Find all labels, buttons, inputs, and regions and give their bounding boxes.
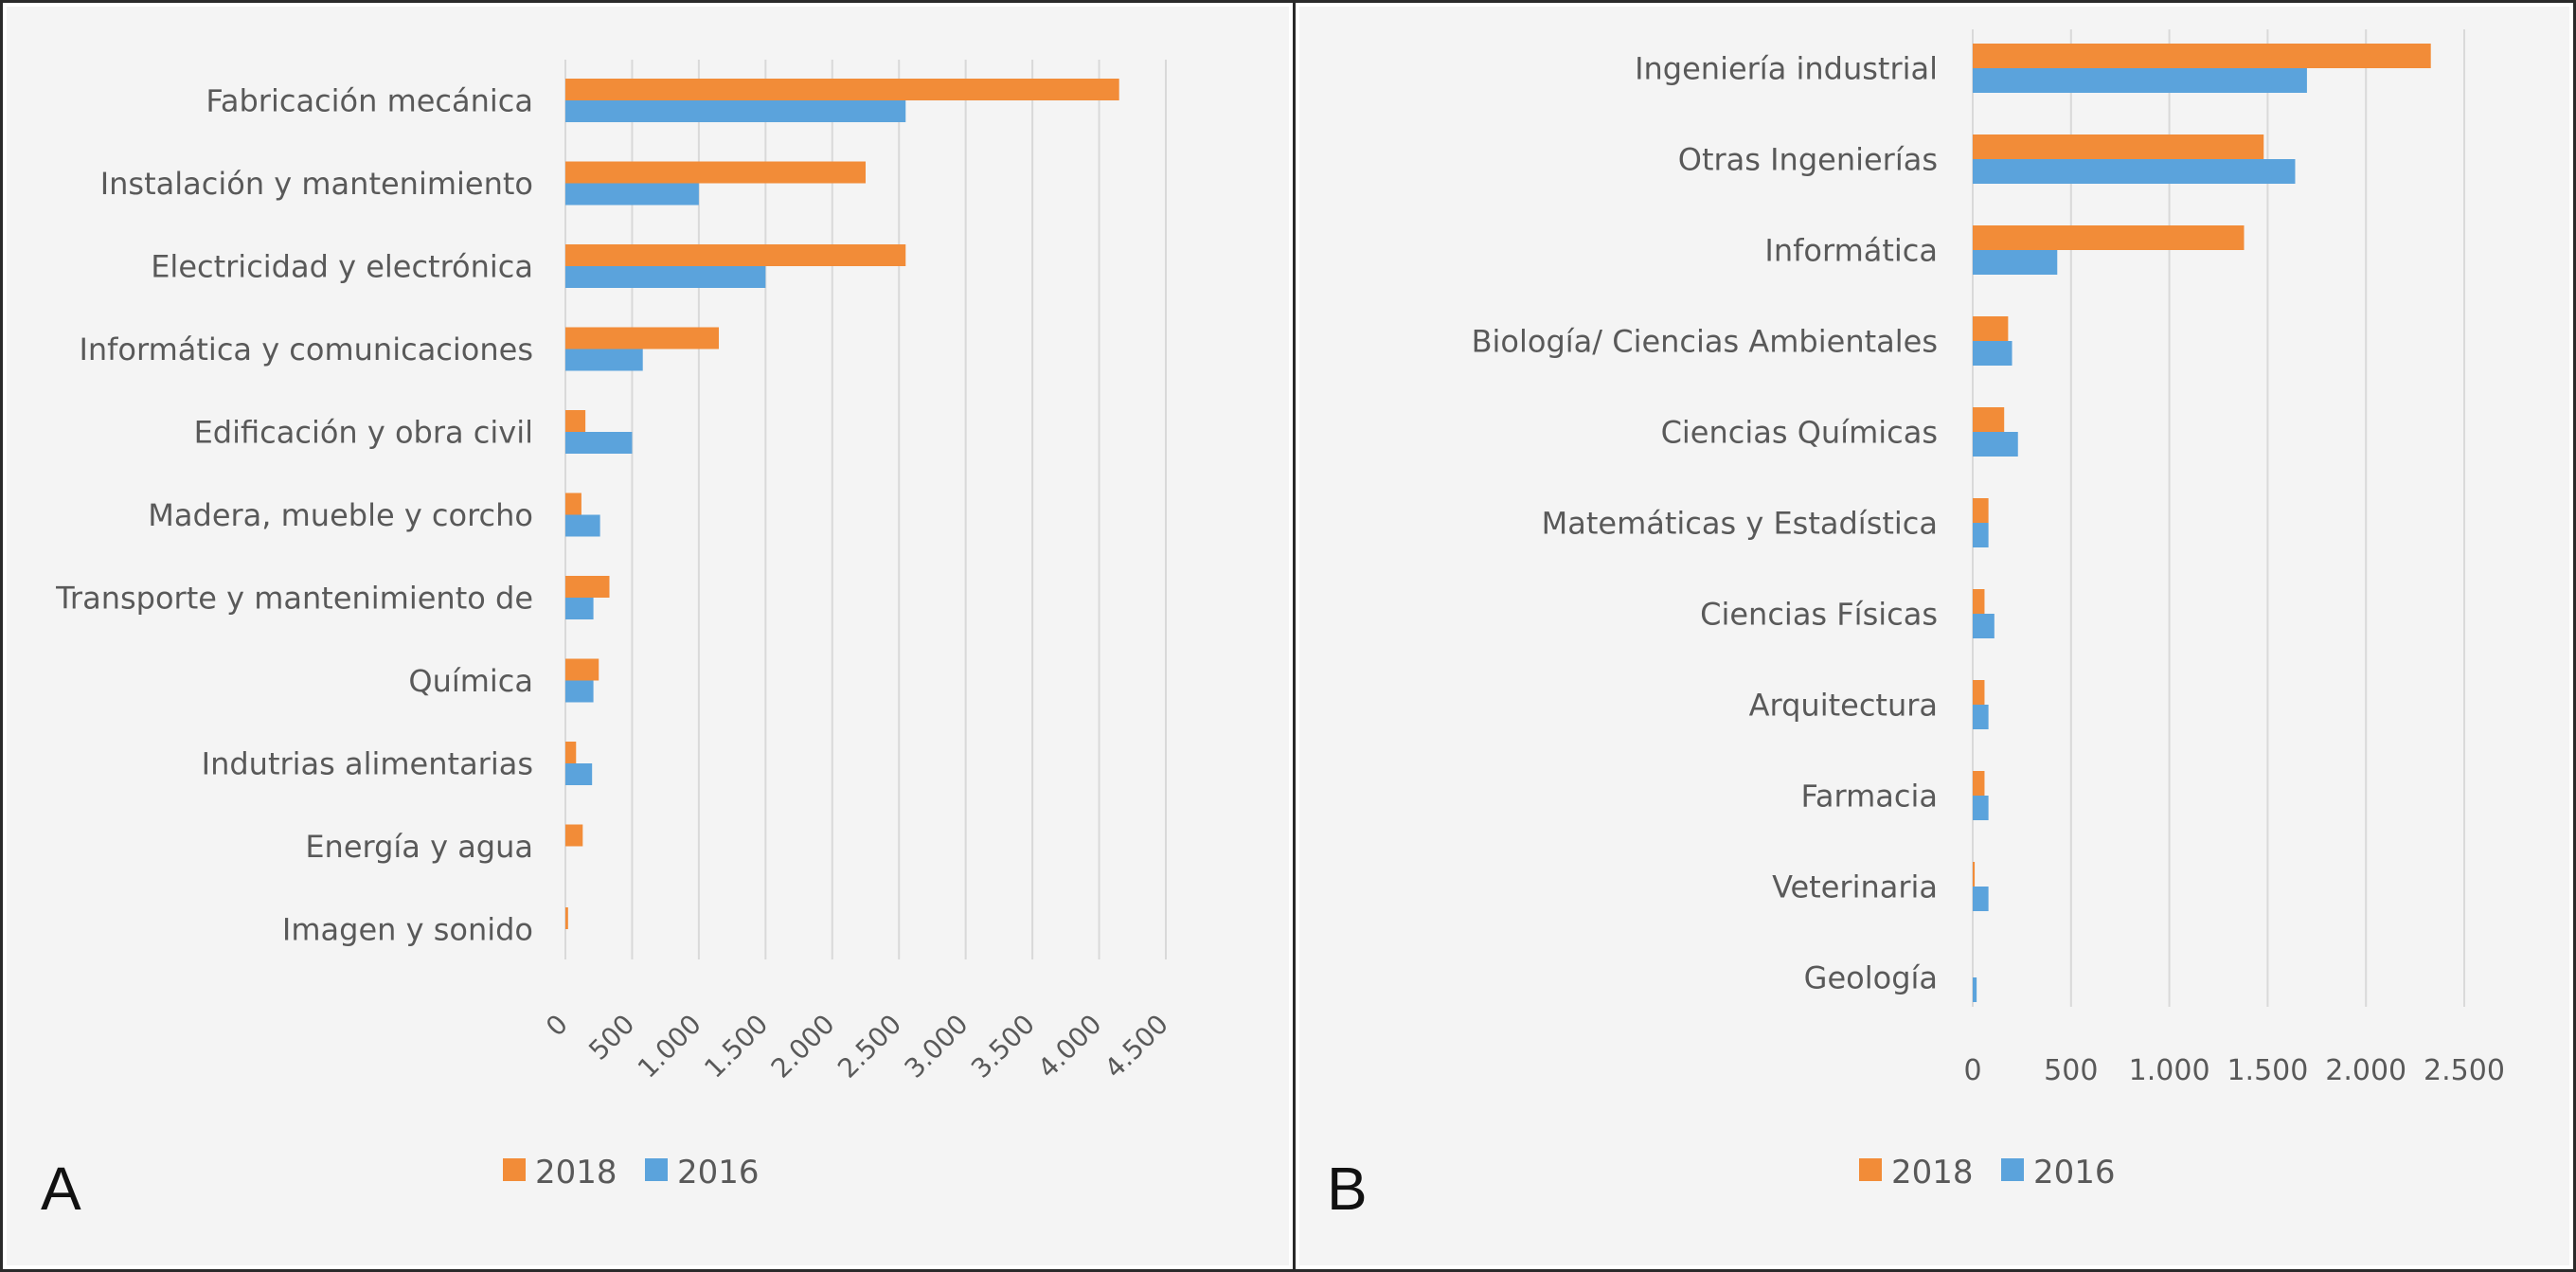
panel-label-b: B [1327,1155,1368,1223]
x-tick-label: 3.000 [899,1009,975,1084]
x-tick-label: 0 [540,1009,574,1043]
x-tick-label: 2.500 [832,1009,907,1084]
bar-2016 [565,100,906,122]
bar-2016 [1973,887,1989,911]
bar-2016 [1973,159,2296,184]
category-label: Veterinaria [1772,869,1938,905]
x-tick-label: 3.500 [965,1009,1041,1084]
bar-2016 [565,514,600,537]
x-tick-label: 1.500 [698,1009,774,1084]
category-label: Indutrias alimentarias [202,746,533,782]
panel-label-a: A [41,1155,81,1223]
bar-2016 [565,763,593,785]
bar-2018 [565,493,581,515]
bar-2018 [1973,407,2005,432]
bar-2018 [1973,498,1989,523]
bar-2016 [1973,250,2058,275]
legend-label: 2018 [535,1154,617,1191]
legend-label: 2016 [2033,1154,2116,1191]
bar-2016 [1973,432,2018,457]
category-label: Fabricación mecánica [206,83,533,119]
category-label: Química [408,663,533,699]
bar-2016 [565,598,594,619]
category-label: Madera, mueble y corcho [148,497,533,533]
bar-2016 [565,183,699,206]
category-label: Arquitectura [1749,688,1938,724]
x-tick-label: 2.000 [765,1009,841,1084]
category-label: Matemáticas y Estadística [1542,506,1938,542]
legend: 2018 2016 [503,1154,760,1191]
category-label: Biología/ Ciencias Ambientales [1472,324,1938,360]
legend-swatch [1859,1158,1882,1181]
gridlines [564,60,1167,959]
bar-2018 [565,410,586,432]
bar-2018 [1973,680,1985,705]
bar-2016 [1973,977,1977,1002]
x-tick-label: 1.000 [2129,1054,2210,1087]
bar-2016 [1973,705,1989,729]
bar-2016 [1973,341,2012,366]
x-tick-label: 2.000 [2325,1054,2406,1087]
category-label: Transporte y mantenimiento de [55,581,533,617]
bar-2016 [1973,796,1989,820]
bar-2018 [565,79,1119,100]
bar-2018 [565,824,583,847]
category-label: Ciencias Químicas [1661,415,1938,451]
category-label: Informática [1764,233,1938,269]
x-tick-label: 1.500 [2227,1054,2308,1087]
bar-2016 [565,432,633,454]
legend: 2018 2016 [1859,1154,2116,1191]
bar-2016 [565,266,766,288]
bar-2018 [565,244,906,266]
bar-2016 [1973,614,1995,638]
bar-2018 [565,907,568,929]
x-tick-label: 4.000 [1031,1009,1107,1084]
category-label: Informática y comunicaciones [79,331,533,367]
bar-2018 [1973,134,2264,159]
x-tick-label: 4.500 [1099,1009,1174,1084]
category-label: Ciencias Físicas [1700,597,1938,633]
legend-label: 2016 [677,1154,760,1191]
bar-2018 [1973,771,1985,796]
category-label: Farmacia [1800,779,1938,815]
legend-swatch [645,1158,668,1181]
chart-panel-b: 0 500 1.000 1.500 2.000 2.500 Ingeniería indus… [1296,0,2576,1272]
legend-label: 2018 [1891,1154,1974,1191]
category-label: Electricidad y electrónica [151,249,533,285]
category-label: Imagen y sonido [282,912,533,948]
category-label: Ingeniería industrial [1635,51,1938,87]
bar-2018 [565,161,866,184]
plot-background [7,7,1289,1265]
bar-2018 [1973,225,2245,250]
category-label: Instalación y mantenimiento [100,166,533,202]
x-tick-label: 2.500 [2424,1054,2505,1087]
bar-2018 [565,576,610,598]
bar-2018 [565,327,720,349]
bar-2018 [1973,316,2009,341]
bar-2016 [565,680,594,703]
chart-panel-a: 0 500 1.000 1.500 2.000 2.500 3.000 3.500 4.000 4… [0,0,1296,1272]
category-label: Geología [1804,960,1938,996]
bar-2016 [1973,68,2307,93]
legend-swatch [503,1158,526,1181]
x-tick-label: 1.000 [632,1009,707,1084]
category-label: Otras Ingenierías [1678,142,1938,178]
bar-2018 [1973,862,1976,887]
bar-2018 [565,658,599,681]
plot-background [1299,7,2569,1265]
chart-b-svg: 0 500 1.000 1.500 2.000 2.500 Ingeniería indus… [1472,29,2505,1191]
x-tick-label: 500 [582,1009,640,1066]
bar-2018 [1973,589,1985,614]
legend-swatch [2001,1158,2024,1181]
bar-2018 [1973,44,2431,68]
bar-2016 [1973,523,1989,547]
x-tick-label: 0 [1963,1054,1981,1087]
category-label: Energía y agua [305,829,533,865]
category-label: Edificación y obra civil [194,415,533,451]
bar-2016 [565,349,643,371]
x-tick-label: 500 [2044,1054,2098,1087]
chart-a-svg: 0 5001.0001.5002.0002.5003.0003.5004.0004… [55,60,1174,1191]
bar-2018 [565,742,577,763]
